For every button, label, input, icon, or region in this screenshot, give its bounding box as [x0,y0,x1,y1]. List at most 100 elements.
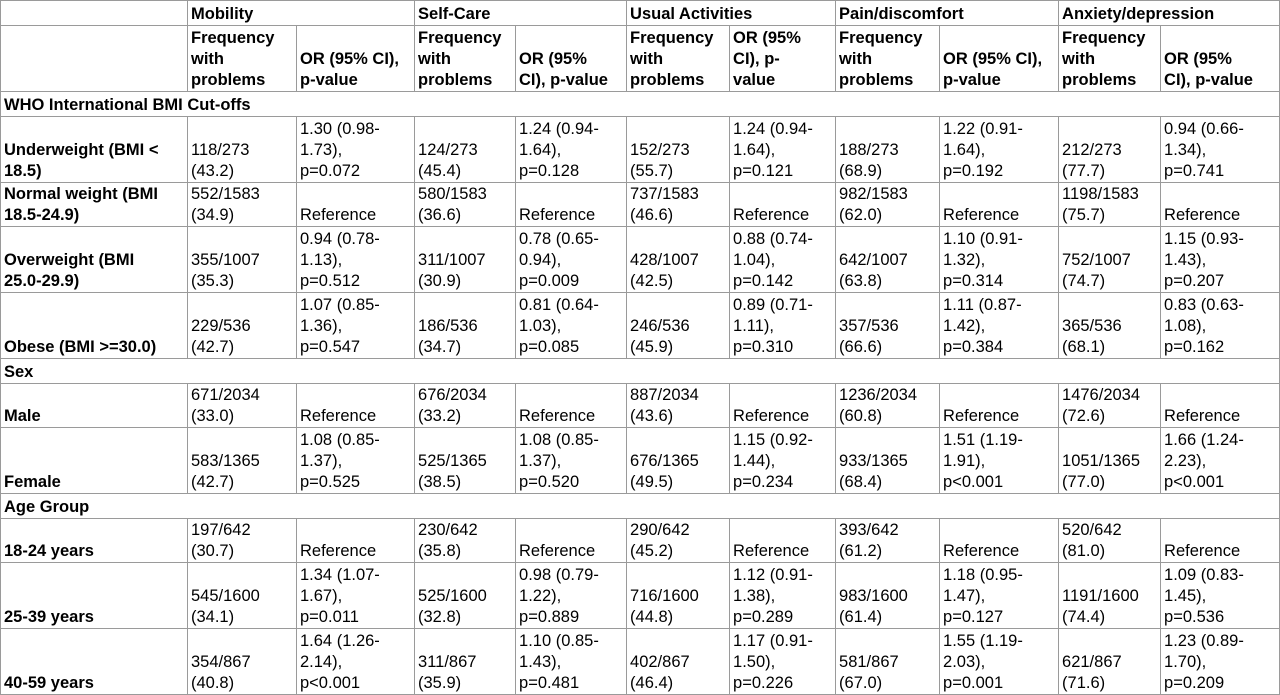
cell-line: 152/273 [630,141,690,159]
or-cell: 0.88 (0.74- 1.04), p=0.142 [729,226,837,293]
cell-line: 581/867 [839,653,899,671]
cell-line: (35.9) [418,674,462,692]
frequency-cell: 152/273 (55.7) [626,116,731,183]
cell-line: Reference [1164,206,1241,224]
cell-line: Frequency [191,29,275,47]
cell-line: Reference [943,206,1020,224]
cell-line: 1.66 (1.24- [1164,431,1244,449]
cell-line: p=0.009 [519,272,580,290]
cell-line: (34.7) [418,338,462,356]
cell-line: (60.8) [839,407,883,425]
cell-line: Reference [733,542,810,560]
cell-line: Reference [300,407,377,425]
subheader-or: OR (95% CI), p-value [295,25,416,92]
cell-line: 124/273 [418,141,478,159]
cell-line: p=0.547 [300,338,361,356]
or-cell: 1.55 (1.19- 2.03), p=0.001 [939,628,1060,695]
frequency-cell: 365/536 (68.1) [1058,292,1162,359]
frequency-cell: 118/273 (43.2) [187,116,297,183]
or-cell: Reference [1160,383,1280,428]
cell-line: Overweight (BMI [4,251,135,269]
frequency-cell: 230/642 (35.8) [414,518,517,563]
or-cell: Reference [515,518,628,563]
cell-line: 18-24 years [4,542,94,560]
cell-line: (68.4) [839,473,883,491]
group-header-anxiety-depression: Anxiety/depression [1058,0,1280,26]
cell-line: 1.51 (1.19- [943,431,1023,449]
cell-line: 1.22 (0.91- [943,120,1023,138]
cell-line: 1.23 (0.89- [1164,632,1244,650]
frequency-cell: 428/1007 (42.5) [626,226,731,293]
cell-line: Reference [1164,407,1241,425]
cell-line: 1.12 (0.91- [733,566,813,584]
cell-line: 2.03), [943,653,986,671]
cell-line: 580/1583 [418,185,487,203]
cell-line: 1.42), [943,317,986,335]
cell-line: (68.9) [839,162,883,180]
cell-line: Obese (BMI >=30.0) [4,338,157,356]
cell-line: 1.64), [733,141,776,159]
or-cell: Reference [515,182,628,227]
cell-line: 1.10 (0.91- [943,230,1023,248]
cell-line: 1.15 (0.93- [1164,230,1244,248]
cell-line: problems [630,71,705,89]
or-cell: Reference [295,383,416,428]
cell-line: (61.4) [839,608,883,626]
cell-line: (74.4) [1062,608,1106,626]
cell-line: OR (95% CI), [943,50,1043,68]
cell-line: 1.11), [733,317,774,335]
cell-line: Frequency [839,29,923,47]
frequency-cell: 581/867 (67.0) [835,628,941,695]
cell-line: (45.2) [630,542,674,560]
cell-line: Normal weight (BMI [4,185,159,203]
cell-line: p=0.121 [733,162,794,180]
or-cell: 1.22 (0.91- 1.64), p=0.192 [939,116,1060,183]
cell-line: (66.6) [839,338,883,356]
cell-line: (61.2) [839,542,883,560]
or-cell: 0.98 (0.79- 1.22), p=0.889 [515,562,628,629]
cell-line: (77.0) [1062,473,1106,491]
cell-line: (30.7) [191,542,235,560]
cell-line: (81.0) [1062,542,1106,560]
cell-line: 212/273 [1062,141,1122,159]
or-cell: Reference [729,182,837,227]
cell-line: (43.2) [191,162,235,180]
frequency-cell: 716/1600 (44.8) [626,562,731,629]
frequency-cell: 188/273 (68.9) [835,116,941,183]
cell-line: 1.67), [300,587,343,605]
or-cell: Reference [515,383,628,428]
cell-line: 1.10 (0.85- [519,632,599,650]
or-cell: Reference [729,383,837,428]
cell-line: 982/1583 [839,185,908,203]
cell-line: (35.3) [191,272,235,290]
cell-line: 230/642 [418,521,478,539]
cell-line: Reference [943,542,1020,560]
section-title: Age Group [0,493,1280,519]
cell-line: 1.37), [519,452,562,470]
or-cell: 1.64 (1.26- 2.14), p<0.001 [295,628,416,695]
subheader-row: Frequency with problems OR (95% CI), p-value… [0,25,1280,92]
cell-line: Underweight (BMI < [4,141,159,159]
cell-line: (36.6) [418,206,462,224]
cell-line: (77.7) [1062,162,1106,180]
cell-line: (63.8) [839,272,883,290]
or-cell: 0.78 (0.65- 0.94), p=0.009 [515,226,628,293]
cell-line: p=0.128 [519,162,580,180]
row-label: 18-24 years [0,518,188,563]
cell-line: p<0.001 [943,473,1004,491]
frequency-cell: 737/1583 (46.6) [626,182,731,227]
row-label: Obese (BMI >=30.0) [0,292,188,359]
or-cell: 1.30 (0.98- 1.73), p=0.072 [295,116,416,183]
cell-line: Reference [733,407,810,425]
frequency-cell: 520/642 (81.0) [1058,518,1162,563]
group-header-self-care: Self-Care [414,0,628,26]
cell-line: 118/273 [191,141,250,159]
cell-line: (35.8) [418,542,462,560]
cell-line: 1.36), [300,317,343,335]
frequency-cell: 354/867 (40.8) [187,628,297,695]
or-cell: 1.34 (1.07- 1.67), p=0.011 [295,562,416,629]
cell-line: OR (95% [733,29,801,47]
or-cell: 1.10 (0.85- 1.43), p=0.481 [515,628,628,695]
cell-line: 1.04), [733,251,776,269]
frequency-cell: 525/1365 (38.5) [414,427,517,494]
